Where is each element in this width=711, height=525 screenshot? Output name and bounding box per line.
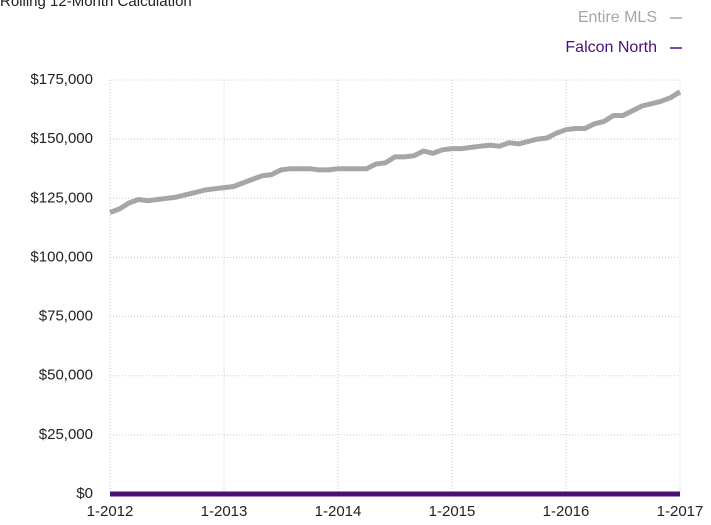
y-tick-label: $75,000 xyxy=(39,308,93,325)
y-tick-label: $125,000 xyxy=(30,189,93,206)
x-tick-label: 1-2014 xyxy=(315,503,362,520)
x-tick-label: 1-2016 xyxy=(543,503,590,520)
y-tick-label: $25,000 xyxy=(39,426,93,443)
legend-label: Falcon North xyxy=(565,39,657,56)
x-tick-label: 1-2017 xyxy=(657,503,704,520)
y-tick-label: $50,000 xyxy=(39,367,93,384)
chart-title: Rolling 12-Month Calculation xyxy=(0,0,192,10)
series-line xyxy=(109,89,682,215)
y-tick-label: $0 xyxy=(76,485,93,502)
y-tick-label: $175,000 xyxy=(30,71,93,88)
y-tick-label: $150,000 xyxy=(30,130,93,147)
x-tick-label: 1-2013 xyxy=(201,503,248,520)
y-tick-label: $100,000 xyxy=(30,248,93,265)
legend-label: Entire MLS xyxy=(578,9,657,26)
x-tick-label: 1-2012 xyxy=(87,503,134,520)
x-tick-label: 1-2015 xyxy=(429,503,476,520)
